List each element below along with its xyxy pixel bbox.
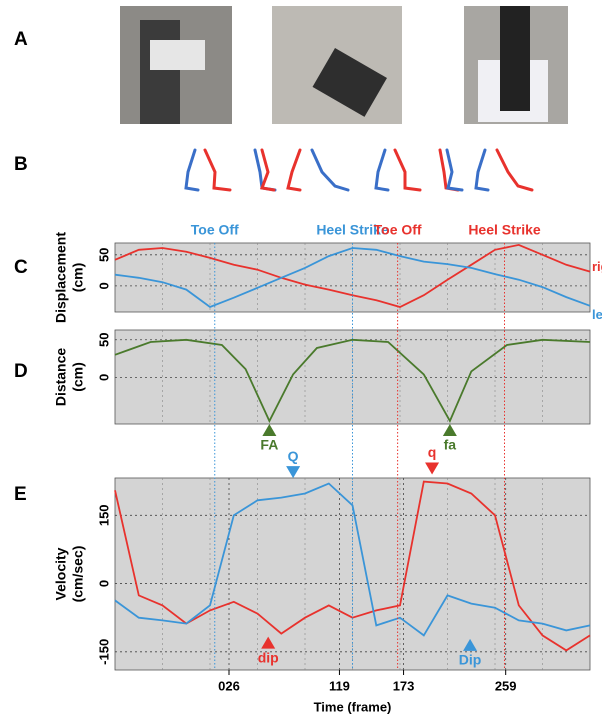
event-label: Heel Strike <box>468 222 541 238</box>
annotation-marker <box>262 424 276 436</box>
y-axis-label: (cm/sec) <box>70 546 86 603</box>
x-tick-label: 026 <box>218 678 240 693</box>
y-axis-label: (cm) <box>70 263 86 293</box>
x-tick-label: 173 <box>393 678 415 693</box>
y-tick-label: 0 <box>96 374 111 381</box>
annotation-label: fa <box>444 437 457 453</box>
plots: 050Displacement(cm)rightleft050Distance(… <box>53 222 602 715</box>
y-tick-label: 150 <box>96 504 111 526</box>
annotation-marker <box>425 463 439 475</box>
y-tick-label: -150 <box>96 639 111 665</box>
y-tick-label: 50 <box>96 333 111 347</box>
leg-diagrams <box>186 150 532 190</box>
annotation-label: FA <box>260 437 278 453</box>
panel-label: D <box>14 361 28 382</box>
legend-label: left <box>592 307 602 322</box>
event-label: Toe Off <box>191 222 239 238</box>
y-tick-label: 50 <box>96 248 111 262</box>
y-tick-label: 0 <box>96 282 111 289</box>
y-tick-label: 0 <box>96 580 111 587</box>
figure: A B C D E 050Displacement(cm)rightleft05… <box>0 0 602 720</box>
x-axis-label: Time (frame) <box>314 699 392 714</box>
annotation-label: Dip <box>459 652 482 668</box>
photos <box>120 6 568 124</box>
y-axis-label: Velocity <box>53 547 69 600</box>
x-tick-label: 259 <box>495 678 517 693</box>
legend-label: right <box>592 259 602 274</box>
annotation-marker <box>286 466 300 478</box>
y-axis-label: Distance <box>53 348 69 407</box>
panel-label: C <box>14 257 28 278</box>
annotation-label: Q <box>288 448 299 464</box>
annotation-label: dip <box>258 649 279 665</box>
x-tick-label: 119 <box>329 678 350 693</box>
panel-label: E <box>14 484 27 505</box>
panel-label: B <box>14 154 28 175</box>
annotation-label: q <box>428 444 437 460</box>
panel-label: A <box>14 29 28 50</box>
event-label: Toe Off <box>374 222 422 238</box>
annotation-marker <box>443 424 457 436</box>
y-axis-label: Displacement <box>53 232 69 323</box>
y-axis-label: (cm) <box>70 362 86 392</box>
